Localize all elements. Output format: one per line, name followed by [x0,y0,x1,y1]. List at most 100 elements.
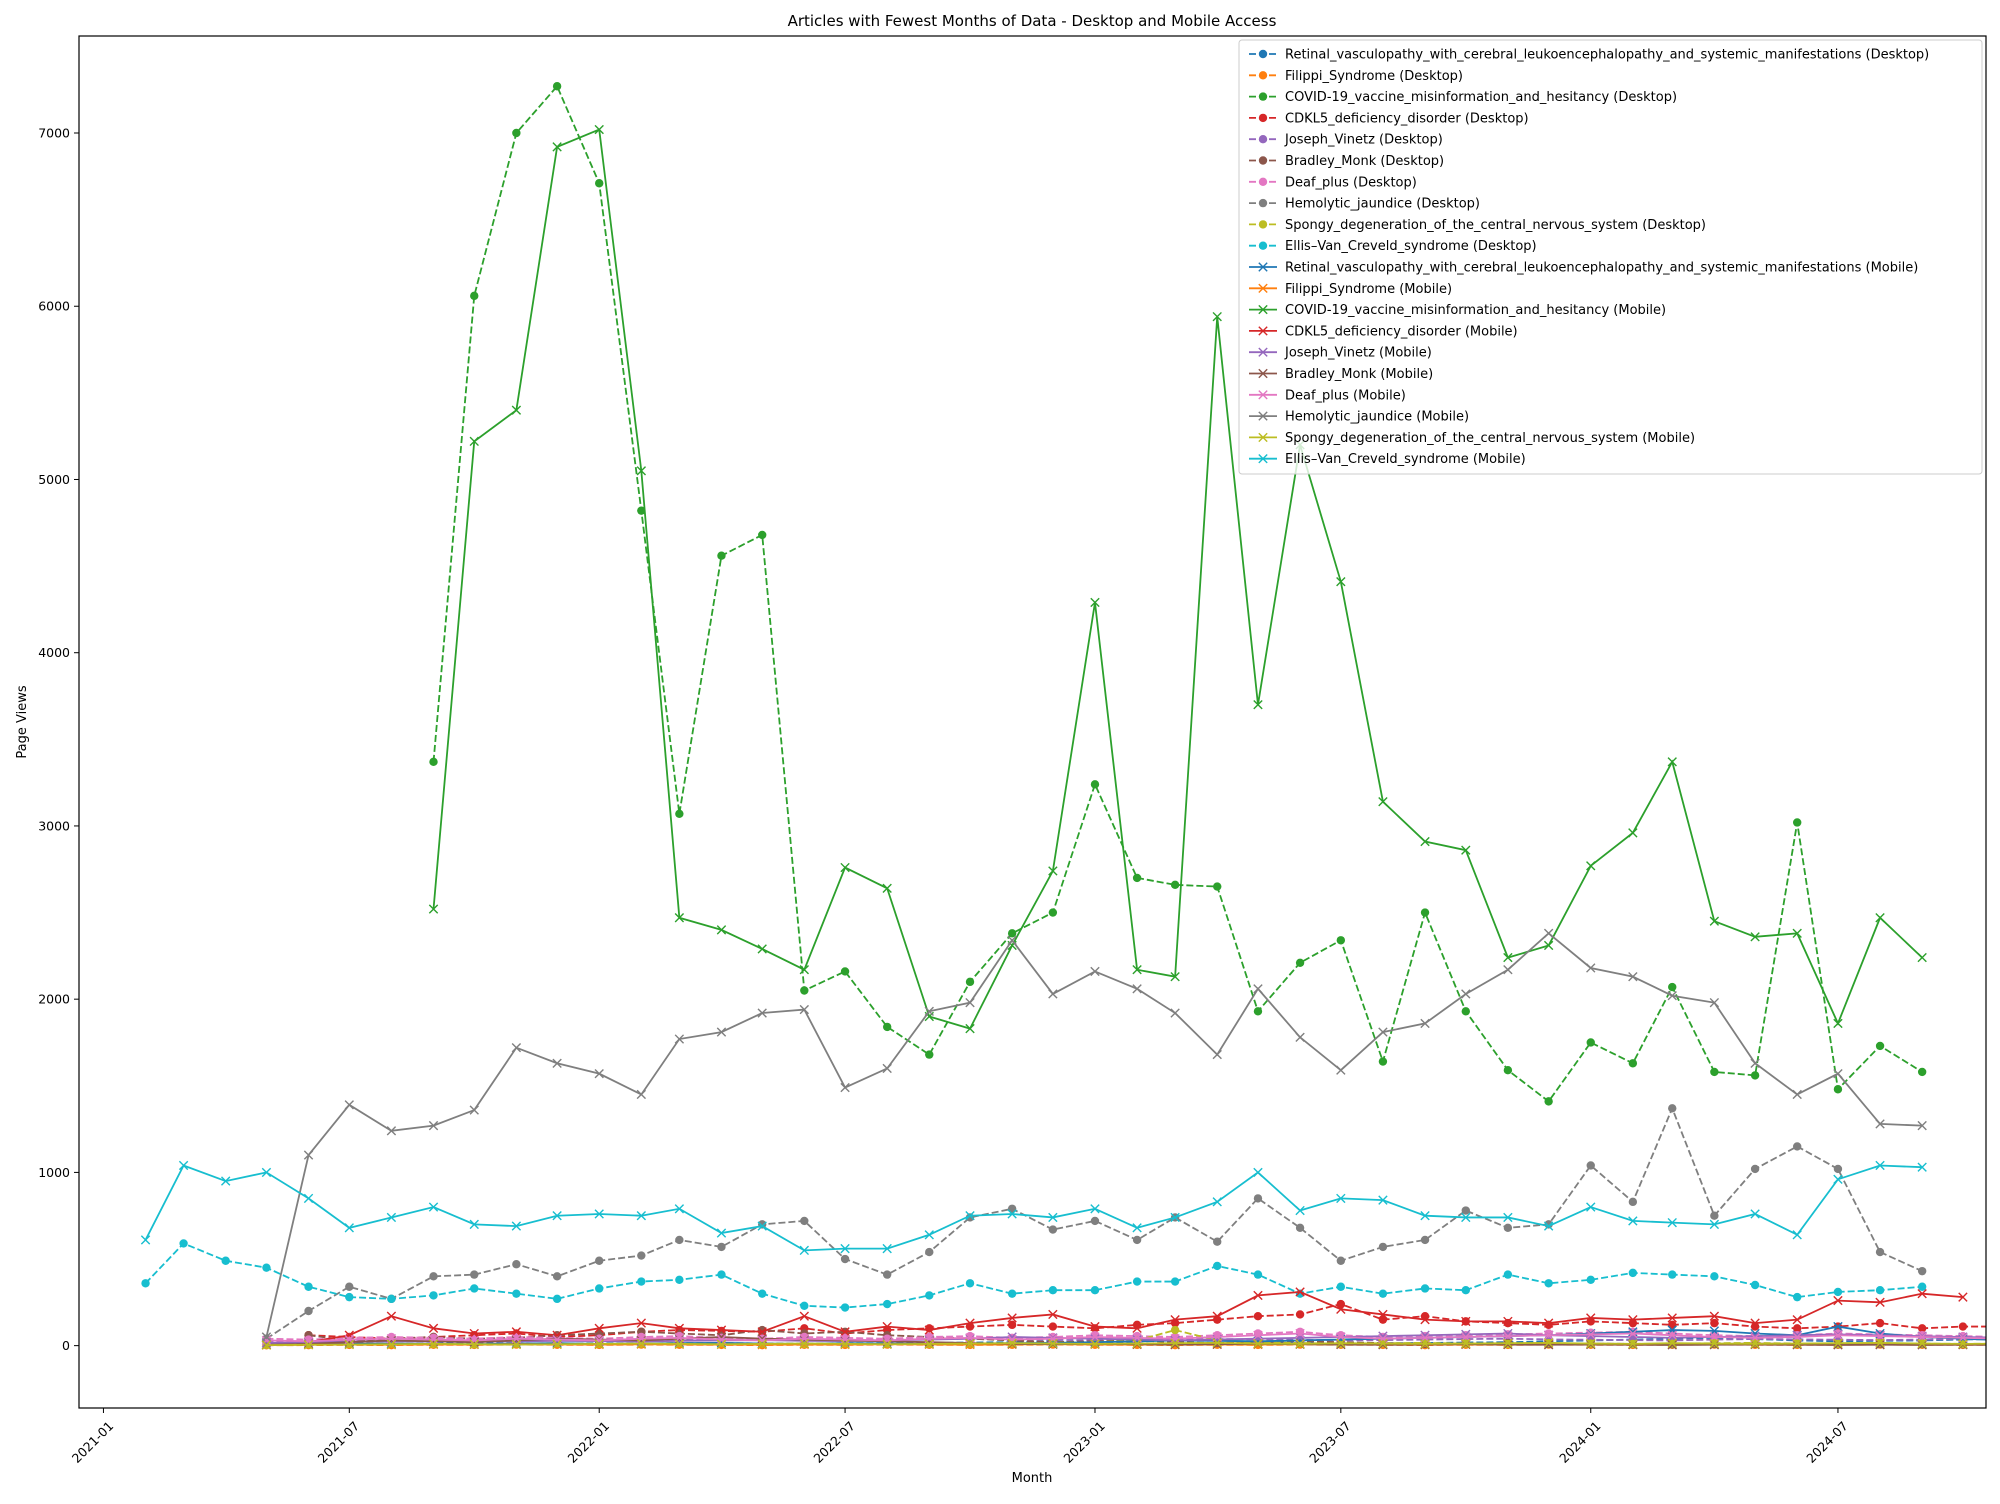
legend-label: CDKL5_deficiency_disorder (Desktop) [1285,111,1529,126]
data-point [141,1279,150,1288]
data-point [552,82,562,91]
data-point [1007,935,1017,945]
data-point [1543,928,1554,939]
data-point [1833,1068,1843,1079]
data-point [1090,1286,1100,1295]
y-tick-label: 1000 [38,1165,70,1180]
data-point [1833,1287,1843,1297]
data-point [1875,1331,1885,1341]
data-point [1750,1318,1760,1328]
data-point [1378,1057,1388,1066]
legend-label: Spongy_degeneration_of_the_central_nervo… [1285,431,1695,446]
data-point [1709,1338,1720,1349]
data-point [1875,1119,1885,1129]
data-point [925,1247,934,1257]
data-point [552,1058,562,1068]
data-point [674,913,685,923]
data-point [511,1339,522,1350]
data-point [1090,1204,1100,1214]
data-point [1420,908,1430,917]
series-ellis-van-creveld-syndrome-desktop [141,1239,1927,1312]
legend-marker [1258,432,1268,443]
data-point [1833,1018,1843,1029]
data-point [1461,1286,1470,1295]
legend-marker [1258,177,1268,186]
series-line [144,1242,1923,1309]
data-point [799,1338,810,1349]
data-point [1378,1195,1388,1205]
y-tick-label: 5000 [38,472,70,487]
data-point [717,1242,726,1252]
data-point [1212,1049,1222,1060]
data-point [1958,1339,1968,1349]
data-point [1709,1311,1720,1321]
data-point [716,1339,727,1349]
data-point [1170,1334,1180,1344]
data-point [1503,1270,1513,1279]
data-point [1668,1320,1677,1330]
data-point [552,142,562,152]
data-point [636,1338,647,1349]
legend-label: COVID-19_vaccine_misinformation_and_hesi… [1285,303,1666,318]
data-point [1586,963,1596,973]
data-point [840,1082,850,1093]
legend-entry: Spongy_degeneration_of_the_central_nervo… [1249,431,1695,446]
data-point [595,179,604,188]
data-point [1132,984,1142,994]
data-point [1253,1194,1263,1203]
data-point [261,1167,272,1178]
series-line [144,1164,1923,1252]
data-point [1586,1313,1596,1323]
data-point [1667,1330,1677,1340]
legend-label: Joseph_Vinetz (Desktop) [1284,133,1443,148]
data-point [1543,1330,1554,1340]
data-point [428,1120,439,1131]
data-point [1833,1321,1843,1332]
data-point [965,1279,975,1288]
data-point [1793,818,1802,827]
data-point [1212,1338,1222,1348]
data-point [1503,1338,1513,1348]
legend-marker [1258,326,1268,336]
data-point [1543,1338,1554,1348]
data-point [1628,1339,1638,1349]
data-point [1710,1272,1719,1281]
data-point [1336,1282,1346,1291]
data-point [1750,1058,1760,1068]
data-point [1792,1230,1802,1240]
data-point [799,1311,810,1321]
y-tick-label: 4000 [38,645,70,660]
data-point [1295,1032,1305,1042]
data-point [1336,936,1346,945]
data-point [1295,958,1305,967]
data-point [840,967,850,976]
data-point [1628,971,1638,982]
legend-entry: Bradley_Monk (Desktop) [1249,154,1444,169]
data-point [1628,1059,1638,1068]
data-point [1586,1339,1596,1350]
series-spongy-degeneration-of-the-central-nervous-system-mobile [261,1338,1986,1350]
data-point [1420,1314,1430,1325]
legend-label: Bradley_Monk (Mobile) [1285,367,1433,382]
legend-entry: Joseph_Vinetz (Desktop) [1249,133,1443,148]
data-point [1090,1321,1100,1332]
data-point [1710,1067,1719,1077]
data-point [1667,1313,1677,1323]
data-point [1544,1279,1553,1288]
data-point [1461,1338,1471,1349]
legend-label: CDKL5_deficiency_disorder (Mobile) [1285,324,1518,339]
data-point [221,1256,230,1265]
legend-label: Spongy_degeneration_of_the_central_nervo… [1285,218,1706,233]
data-point [882,1339,892,1349]
data-point [1336,576,1346,587]
data-point [636,1089,647,1100]
data-point [1792,1338,1802,1349]
data-point [1875,1340,1885,1350]
data-point [1007,1204,1017,1213]
data-point [1667,757,1677,767]
data-point [1917,952,1927,963]
data-point [1750,1071,1760,1080]
data-point [1543,1221,1554,1231]
data-point [757,1339,767,1349]
legend-entry: Hemolytic_jaundice (Desktop) [1249,197,1480,212]
